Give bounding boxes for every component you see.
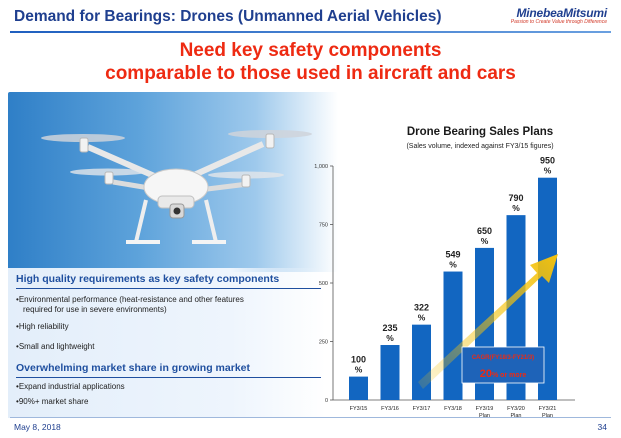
x-tick-label: Plan [542,413,553,419]
cagr-value-number: 20 [480,368,492,380]
slide-title: Demand for Bearings: Drones (Unmanned Ae… [14,8,442,25]
x-tick-label: Plan [510,413,521,419]
data-label: 950 [540,156,555,166]
cagr-label: CAGR(FY18/3-FY21/3) [472,355,534,361]
bullet-item: •Expand industrial applications [16,382,125,391]
data-label-unit: % [418,313,426,323]
y-tick-label: 750 [319,223,328,229]
x-tick-label: FY3/15 [350,406,368,412]
cagr-value-suffix: % or more [492,372,526,379]
page-number: 34 [597,422,607,432]
bullet-item: •Small and lightweight [16,342,95,351]
logo-name: MinebeaMitsumi [516,6,607,20]
logo-tagline: Passion to Create Value through Differen… [510,19,607,25]
bullet-item: •Environmental performance (heat-resista… [16,295,244,304]
bar [443,271,463,400]
data-label: 235 [382,323,397,333]
cagr-box [461,346,545,384]
bar [349,376,368,400]
data-label: 549 [445,250,460,260]
y-tick-label: 0 [325,398,328,404]
slide-header: Demand for Bearings: Drones (Unmanned Ae… [0,0,621,36]
company-logo: MinebeaMitsumi Passion to Create Value t… [511,6,607,25]
data-label: 650 [477,226,492,236]
bar [412,324,431,400]
features-panel: High quality requirements as key safety … [8,268,326,418]
footer-divider [10,417,611,418]
drone-icon [41,130,312,244]
drone-photo [8,92,338,272]
headline-line-2: comparable to those used in aircraft and… [105,63,516,84]
data-label-unit: % [481,236,489,246]
x-tick-label: FY3/17 [413,406,431,412]
chart-title: Drone Bearing Sales Plans [406,126,554,138]
data-label-unit: % [512,203,520,213]
data-label: 790 [508,193,523,203]
headline-line-1: Need key safety components [179,40,442,61]
x-tick-label: FY3/16 [381,406,399,412]
x-tick-label: Plan [479,413,490,419]
bullet-item: •90%+ market share [16,397,89,406]
y-tick-label: 250 [319,340,328,346]
data-label-unit: % [355,365,363,375]
data-label: 100 [351,355,366,365]
chart-subtitle: (Sales volume, indexed against FY3/15 fi… [406,143,554,150]
data-label-unit: % [449,260,457,270]
bullet-item-continuation: required for use in severe environments) [23,305,167,314]
section-title-quality: High quality requirements as key safety … [16,273,280,285]
cagr-value: 20% or more [480,368,527,380]
section-divider [16,377,321,378]
section-divider [16,288,321,289]
header-divider [10,31,611,33]
bar [538,177,557,400]
x-tick-label: FY3/20 [507,406,525,412]
section-title-market-share: Overwhelming market share in growing mar… [16,362,250,374]
y-tick-label: 500 [319,281,328,287]
footer-date: May 8, 2018 [14,422,61,432]
data-label-unit: % [544,166,552,176]
y-tick-label: 1,000 [314,164,328,170]
bullet-item: •High reliability [16,322,69,331]
data-label-unit: % [386,333,394,343]
x-tick-label: FY3/19 [476,406,494,412]
x-tick-label: FY3/18 [444,406,462,412]
growth-arrow [418,254,558,389]
x-tick-label: FY3/21 [539,406,557,412]
data-label: 322 [414,303,429,313]
bar [380,345,400,400]
